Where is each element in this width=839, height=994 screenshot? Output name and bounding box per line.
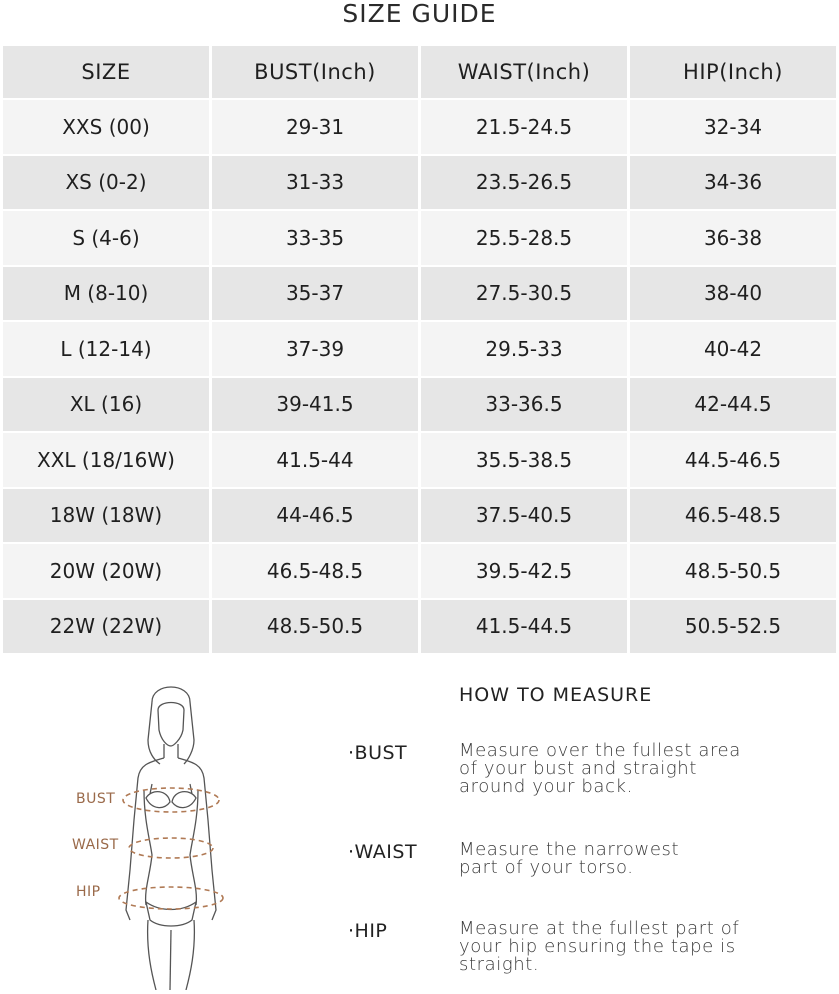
cell-waist: 35.5-38.5 bbox=[421, 433, 627, 487]
cell-bust: 35-37 bbox=[212, 266, 418, 320]
cell-bust: 39-41.5 bbox=[212, 377, 418, 431]
cell-hip: 38-40 bbox=[630, 266, 836, 320]
measure-term-waist: ·WAIST bbox=[348, 841, 418, 863]
cell-waist: 41.5-44.5 bbox=[421, 599, 627, 653]
cell-bust: 37-39 bbox=[212, 322, 418, 376]
table-row: M (8-10) 35-37 27.5-30.5 38-40 bbox=[3, 266, 836, 320]
cell-hip: 48.5-50.5 bbox=[630, 544, 836, 598]
cell-bust: 44-46.5 bbox=[212, 488, 418, 542]
cell-hip: 34-36 bbox=[630, 155, 836, 209]
table-row: XS (0-2) 31-33 23.5-26.5 34-36 bbox=[3, 155, 836, 209]
desc-line: of your bust and straight bbox=[459, 758, 697, 779]
cell-waist: 21.5-24.5 bbox=[421, 100, 627, 154]
figure-label-waist: WAIST bbox=[72, 837, 119, 853]
cell-hip: 32-34 bbox=[630, 100, 836, 154]
body-outline-illustration bbox=[118, 686, 224, 991]
body-figure: BUST WAIST HIP bbox=[60, 680, 320, 991]
column-header-waist: WAIST(Inch) bbox=[421, 46, 627, 98]
cell-size: 20W (20W) bbox=[3, 544, 209, 598]
measure-desc-waist: Measure the narrowest part of your torso… bbox=[459, 841, 789, 877]
cell-waist: 25.5-28.5 bbox=[421, 211, 627, 265]
measure-term-hip: ·HIP bbox=[348, 920, 388, 942]
column-header-size: SIZE bbox=[3, 46, 209, 98]
cell-size: XXS (00) bbox=[3, 100, 209, 154]
desc-line: Measure the narrowest bbox=[459, 839, 680, 860]
cell-hip: 50.5-52.5 bbox=[630, 599, 836, 653]
column-header-hip: HIP(Inch) bbox=[630, 46, 836, 98]
measure-desc-bust: Measure over the fullest area of your bu… bbox=[459, 742, 789, 796]
table-row: XL (16) 39-41.5 33-36.5 42-44.5 bbox=[3, 377, 836, 431]
cell-bust: 33-35 bbox=[212, 211, 418, 265]
cell-waist: 23.5-26.5 bbox=[421, 155, 627, 209]
table-row: L (12-14) 37-39 29.5-33 40-42 bbox=[3, 322, 836, 376]
page-title: SIZE GUIDE bbox=[342, 0, 497, 28]
table-row: XXL (18/16W) 41.5-44 35.5-38.5 44.5-46.5 bbox=[3, 433, 836, 487]
desc-line: part of your torso. bbox=[459, 857, 634, 878]
table-row: S (4-6) 33-35 25.5-28.5 36-38 bbox=[3, 211, 836, 265]
cell-size: XL (16) bbox=[3, 377, 209, 431]
cell-hip: 36-38 bbox=[630, 211, 836, 265]
cell-size: S (4-6) bbox=[3, 211, 209, 265]
cell-hip: 46.5-48.5 bbox=[630, 488, 836, 542]
table-row: XXS (00) 29-31 21.5-24.5 32-34 bbox=[3, 100, 836, 154]
cell-bust: 48.5-50.5 bbox=[212, 599, 418, 653]
size-table: SIZE BUST(Inch) WAIST(Inch) HIP(Inch) XX… bbox=[0, 44, 839, 655]
table-row: 20W (20W) 46.5-48.5 39.5-42.5 48.5-50.5 bbox=[3, 544, 836, 598]
cell-hip: 40-42 bbox=[630, 322, 836, 376]
cell-bust: 41.5-44 bbox=[212, 433, 418, 487]
cell-size: L (12-14) bbox=[3, 322, 209, 376]
cell-waist: 29.5-33 bbox=[421, 322, 627, 376]
column-header-bust: BUST(Inch) bbox=[212, 46, 418, 98]
figure-label-bust: BUST bbox=[76, 791, 116, 807]
cell-size: 22W (22W) bbox=[3, 599, 209, 653]
figure-label-hip: HIP bbox=[76, 884, 101, 900]
cell-waist: 37.5-40.5 bbox=[421, 488, 627, 542]
cell-bust: 29-31 bbox=[212, 100, 418, 154]
measure-desc-hip: Measure at the fullest part of your hip … bbox=[459, 920, 789, 974]
cell-size: M (8-10) bbox=[3, 266, 209, 320]
cell-size: XXL (18/16W) bbox=[3, 433, 209, 487]
desc-line: straight. bbox=[459, 954, 540, 975]
cell-bust: 31-33 bbox=[212, 155, 418, 209]
cell-hip: 44.5-46.5 bbox=[630, 433, 836, 487]
table-row: 18W (18W) 44-46.5 37.5-40.5 46.5-48.5 bbox=[3, 488, 836, 542]
desc-line: Measure over the fullest area bbox=[459, 740, 741, 761]
cell-waist: 27.5-30.5 bbox=[421, 266, 627, 320]
table-header-row: SIZE BUST(Inch) WAIST(Inch) HIP(Inch) bbox=[3, 46, 836, 98]
cell-size: XS (0-2) bbox=[3, 155, 209, 209]
cell-hip: 42-44.5 bbox=[630, 377, 836, 431]
desc-line: around your back. bbox=[459, 776, 633, 797]
measure-term-bust: ·BUST bbox=[348, 742, 408, 764]
cell-waist: 39.5-42.5 bbox=[421, 544, 627, 598]
desc-line: your hip ensuring the tape is bbox=[459, 936, 736, 957]
cell-bust: 46.5-48.5 bbox=[212, 544, 418, 598]
cell-waist: 33-36.5 bbox=[421, 377, 627, 431]
how-to-measure-heading: HOW TO MEASURE bbox=[459, 684, 653, 706]
table-row: 22W (22W) 48.5-50.5 41.5-44.5 50.5-52.5 bbox=[3, 599, 836, 653]
desc-line: Measure at the fullest part of bbox=[459, 918, 740, 939]
cell-size: 18W (18W) bbox=[3, 488, 209, 542]
